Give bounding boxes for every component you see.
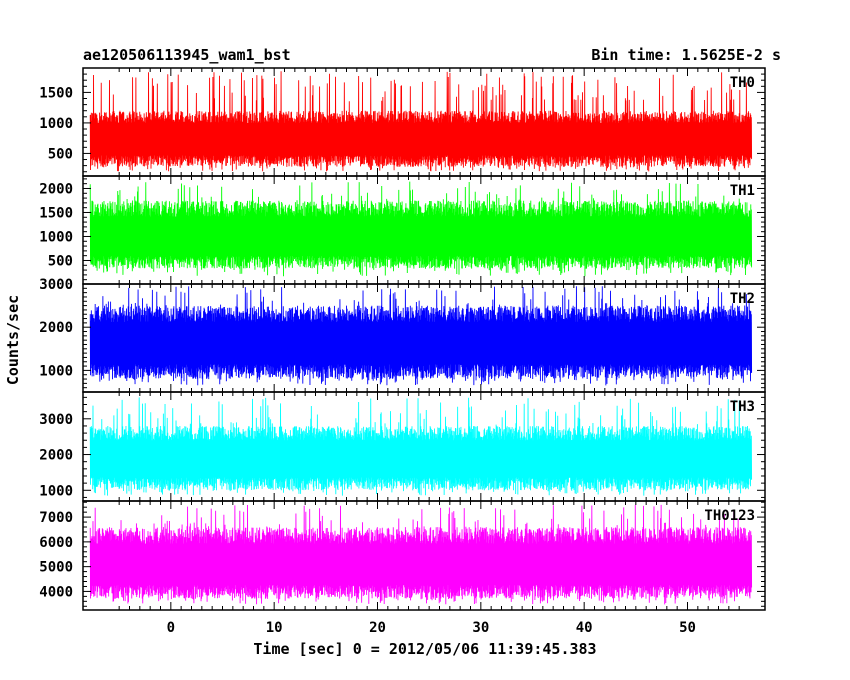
- x-tick-label: 30: [472, 620, 489, 636]
- y-tick-label: 1000: [39, 229, 73, 245]
- x-tick-label: 0: [167, 620, 175, 636]
- x-axis-label: Time [sec] 0 = 2012/05/06 11:39:45.383: [253, 640, 596, 658]
- y-axis-label: Counts/sec: [4, 295, 22, 385]
- x-tick-label: 20: [369, 620, 386, 636]
- y-tick-label: 6000: [39, 535, 73, 551]
- x-tick-label: 10: [266, 620, 283, 636]
- chart-title: ae120506113945_wam1_bst: [83, 46, 291, 64]
- y-tick-label: 5000: [39, 560, 73, 576]
- panel-label-th0123: TH0123: [704, 508, 755, 524]
- panel-th2: 1000 2000 3000 TH2: [39, 277, 766, 393]
- series-th2-core: [90, 322, 752, 365]
- x-tick-label: 50: [679, 620, 696, 636]
- y-tick-label: 7000: [39, 510, 73, 526]
- series-th0-core: [90, 123, 752, 156]
- panels-group: 500 1000 1500 TH0 500 1000 1500 2000 TH1 1000 2000…: [39, 67, 766, 611]
- y-tick-label: 2000: [39, 320, 73, 336]
- panel-th0123: 4000 5000 6000 7000 TH0123: [39, 500, 766, 611]
- y-tick-label: 3000: [39, 412, 73, 428]
- x-tick-label: 40: [576, 620, 593, 636]
- y-tick-label: 2000: [39, 181, 73, 197]
- x-tick-labels: 0 10 20 30 40 50: [167, 620, 696, 636]
- series-th0-trace: [89, 71, 753, 172]
- y-tick-label: 3000: [39, 277, 73, 293]
- series-th3-core: [90, 440, 752, 478]
- panel-th3: 1000 2000 3000 TH3: [39, 391, 766, 502]
- panel-label-th0: TH0: [730, 75, 755, 91]
- panel-th0: 500 1000 1500 TH0: [39, 67, 766, 177]
- panel-th1: 500 1000 1500 2000 TH1: [39, 175, 766, 285]
- panel-label-th2: TH2: [730, 291, 755, 307]
- y-tick-label: 1500: [39, 205, 73, 221]
- y-tick-label: 1000: [39, 363, 73, 379]
- y-tick-label: 2000: [39, 448, 73, 464]
- series-th1-core: [90, 216, 752, 256]
- panel-label-th3: TH3: [730, 399, 755, 415]
- y-tick-label: 1500: [39, 85, 73, 101]
- y-tick-label: 500: [48, 253, 73, 269]
- y-tick-label: 500: [48, 146, 73, 162]
- y-tick-label: 1000: [39, 483, 73, 499]
- series-th0123-core: [90, 543, 752, 585]
- y-tick-label: 1000: [39, 116, 73, 132]
- bin-time-label: Bin time: 1.5625E-2 s: [591, 46, 781, 64]
- panel-label-th1: TH1: [730, 183, 755, 199]
- y-tick-label: 4000: [39, 584, 73, 600]
- panel-frame: [82, 500, 766, 611]
